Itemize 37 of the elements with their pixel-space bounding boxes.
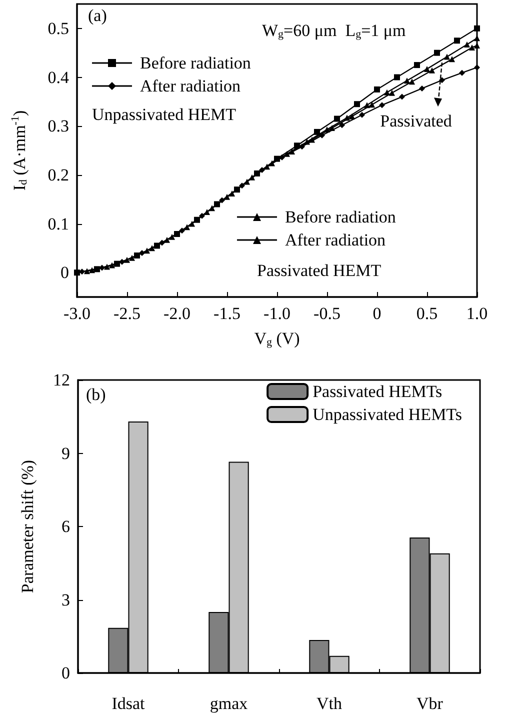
x-tick-label: -0.5	[314, 304, 340, 323]
y-axis-title: Parameter shift (%)	[18, 460, 37, 594]
annotation: Passivated	[380, 112, 452, 131]
x-tick-label: 1.0	[466, 304, 488, 323]
annotation: Passivated HEMT	[257, 261, 382, 280]
y-tick-label: 0	[60, 263, 69, 282]
legend-label: Unpassivated HEMTs	[312, 405, 462, 424]
y-tick-label: 6	[62, 517, 70, 536]
legend-label: Passivated HEMTs	[312, 382, 442, 401]
x-tick-label: Vth	[316, 694, 342, 713]
y-tick-label: 3	[62, 590, 70, 610]
y-tick-label: 0.1	[48, 214, 69, 234]
x-tick-label: 0	[372, 304, 382, 323]
legend-label: Before radiation	[140, 54, 252, 72]
y-tick-label: 0.2	[48, 165, 69, 184]
legend-label: Before radiation	[285, 208, 396, 226]
y-tick-label: 9	[62, 444, 70, 463]
y-tick-label: 0	[62, 664, 70, 682]
legend-label: After radiation	[140, 76, 242, 96]
y-tick-label: 0.5	[48, 18, 69, 38]
x-tick-label: -2.5	[114, 304, 140, 323]
x-tick-label: gmax	[210, 694, 248, 713]
annotation: Unpassivated HEMT	[92, 105, 237, 124]
x-tick-label: -1.0	[264, 304, 290, 323]
x-tick-label: Idsat	[112, 694, 146, 713]
y-tick-label: 12	[53, 370, 70, 390]
y-axis-title: Id (A·mm-1)	[10, 110, 30, 191]
x-tick-label: -2.0	[164, 304, 190, 323]
annotation: (b)	[86, 385, 106, 404]
y-tick-label: 0.3	[48, 116, 69, 136]
annotation: (a)	[88, 6, 107, 25]
x-tick-label: 0.5	[416, 304, 438, 323]
x-tick-label: -3.0	[64, 304, 90, 323]
x-tick-label: Vbr	[416, 694, 444, 713]
x-tick-label: -1.5	[214, 304, 240, 323]
y-tick-label: 0.4	[48, 68, 70, 87]
legend-label: After radiation	[285, 230, 386, 250]
